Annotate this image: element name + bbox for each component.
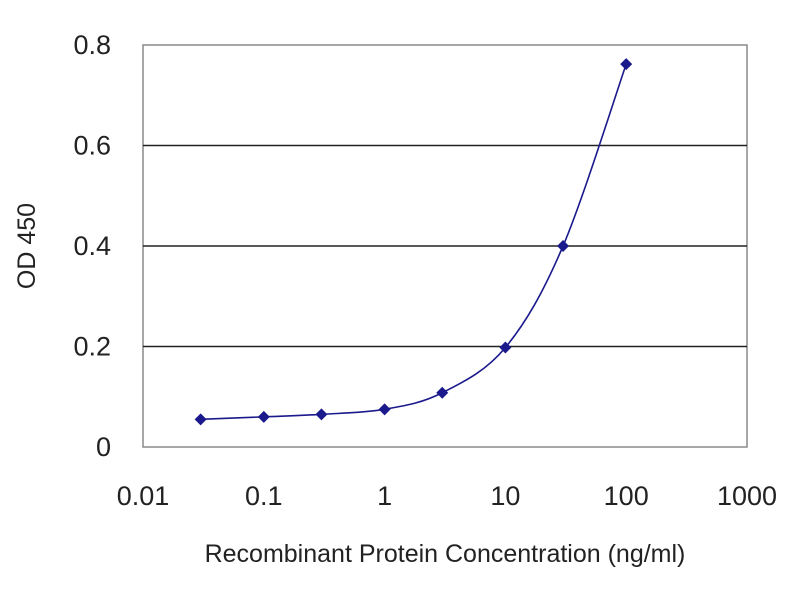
x-tick-label: 0.01 [117, 481, 170, 511]
series-layer [194, 58, 633, 426]
x-tick-label: 1 [377, 481, 392, 511]
y-tick-label: 0.8 [73, 30, 111, 60]
x-tick-label: 100 [604, 481, 649, 511]
data-point-marker [436, 386, 449, 399]
x-axis-title: Recombinant Protein Concentration (ng/ml… [205, 540, 686, 568]
data-point-marker [315, 408, 328, 421]
y-axis-title: OD 450 [13, 203, 41, 289]
y-tick-label: 0.4 [73, 231, 111, 261]
data-point-marker [557, 240, 570, 252]
x-tick-label: 10 [490, 481, 520, 511]
data-point-marker [257, 410, 270, 423]
data-point-marker [378, 403, 391, 416]
data-point-marker [499, 341, 512, 354]
y-tick-labels: 0 0.2 0.4 0.6 0.8 [73, 30, 111, 462]
x-tick-label: 0.1 [245, 481, 283, 511]
y-tick-label: 0 [96, 432, 111, 462]
data-point-marker [620, 58, 633, 71]
y-tick-label: 0.2 [73, 332, 111, 362]
x-tick-label: 1000 [717, 481, 777, 511]
data-point-marker [194, 413, 207, 426]
x-tick-labels: 0.01 0.1 1 10 100 1000 [117, 481, 777, 511]
gridlines [143, 144, 747, 348]
y-tick-label: 0.6 [73, 131, 111, 161]
